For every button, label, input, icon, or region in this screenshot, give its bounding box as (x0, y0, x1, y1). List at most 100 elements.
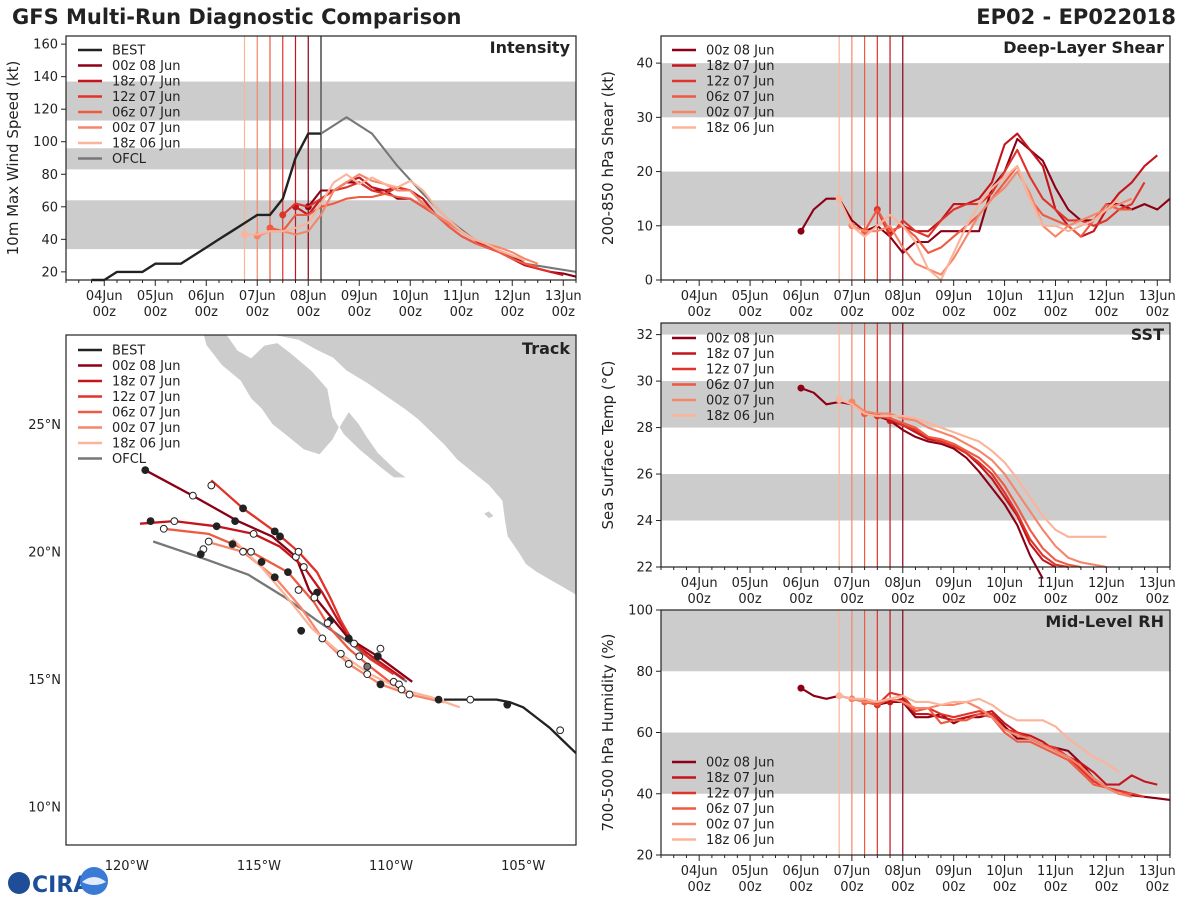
intensity-xtick-hour: 00z (93, 305, 117, 320)
shear-series-18z-07-jun (889, 132, 1158, 238)
land-polygon-0 (202, 335, 409, 479)
shear-xtick-hour: 00z (993, 305, 1017, 320)
track-point-11 (276, 532, 284, 541)
sst-xtick-hour: 00z (942, 592, 966, 607)
sst-series-12z-07-jun (877, 414, 1069, 569)
sst-xtick-day: 13Jun (1139, 576, 1176, 591)
rh-series-06z-07-jun (864, 697, 1132, 795)
rh-xtick-hour: 00z (891, 880, 915, 895)
rh-xtick-label: 08Jun 00z (884, 864, 921, 895)
sst-xtick-label: 04Jun 00z (681, 576, 718, 607)
rh-legend-label-12z-07-jun: 12z 07 Jun (706, 787, 775, 802)
track-ytick-label: 25°N (28, 418, 61, 433)
intensity-xtick-label: 07Jun 00z (239, 289, 276, 320)
sst-xtick-label: 08Jun 00z (884, 576, 921, 607)
rh-xtick-label: 10Jun 00z (986, 864, 1023, 895)
track-legend-label-ofcl: OFCL (112, 452, 147, 467)
intensity-xtick-day: 04Jun (86, 289, 123, 304)
intensity-ytick-label: 60 (41, 200, 58, 215)
track-point-42 (397, 685, 406, 694)
sst-xtick-day: 04Jun (681, 576, 718, 591)
rh-ytick-label: 80 (636, 665, 653, 680)
intensity-ylabel: 10m Max Wind Speed (kt) (4, 61, 22, 256)
sst-xtick-label: 07Jun 00z (833, 576, 870, 607)
track-point-16 (350, 639, 358, 648)
sst-band-2 (661, 323, 1170, 335)
shear-xtick-hour: 00z (738, 305, 762, 320)
rh-ytick-label: 100 (628, 604, 653, 619)
sst-xtick-label: 09Jun 00z (935, 576, 972, 607)
intensity-legend-label-00z-07-jun: 00z 07 Jun (112, 121, 181, 136)
rh-xtick-day: 09Jun (935, 864, 972, 879)
track-point-15 (373, 652, 382, 661)
intensity-legend-label-best: BEST (112, 44, 145, 59)
track-legend-label-18z-06-jun: 18z 06 Jun (112, 437, 181, 452)
intensity-xtick-hour: 00z (246, 305, 270, 320)
track-point-23 (294, 547, 303, 556)
intensity-series-best (91, 132, 321, 282)
track-point-40 (239, 547, 247, 556)
track-series-00z-08-jun (144, 469, 413, 683)
rh-series-18z-06-jun (838, 694, 1120, 774)
track-series-best (443, 698, 576, 755)
sst-xtick-hour: 00z (993, 592, 1017, 607)
track-series-18z-06-jun (231, 538, 461, 709)
sst-legend-label-18z-07-jun: 18z 07 Jun (706, 347, 775, 362)
track-xtick-label: 105°W (501, 859, 545, 874)
track-xtick-label: 115°W (237, 859, 281, 874)
intensity-xtick-label: 09Jun 00z (341, 289, 378, 320)
track-xtick-label: 110°W (369, 859, 413, 874)
rh-legend-label-00z-07-jun: 00z 07 Jun (706, 818, 775, 833)
rh-xtick-label: 06Jun 00z (783, 864, 820, 895)
track-point-30 (284, 568, 292, 577)
sst-xtick-label: 06Jun 00z (783, 576, 820, 607)
sst-band-0 (661, 474, 1170, 521)
sst-title: SST (1131, 325, 1164, 344)
intensity-series-18z-06-jun (244, 173, 526, 262)
shear-series-00z-07-jun (851, 170, 1133, 276)
track-point-31 (247, 547, 255, 556)
sst-ytick-label: 28 (636, 421, 653, 436)
rh-xtick-hour: 00z (942, 880, 966, 895)
shear-xtick-label: 11Jun 00z (1037, 289, 1074, 320)
track-point-2 (466, 695, 475, 704)
rh-legend-label-18z-06-jun: 18z 06 Jun (706, 833, 775, 848)
shear-xtick-day: 05Jun (732, 289, 769, 304)
shear-xtick-label: 07Jun 00z (833, 289, 870, 320)
track-point-47 (228, 540, 237, 548)
rh-ytick-label: 60 (636, 726, 653, 741)
rh-xtick-hour: 00z (840, 880, 864, 895)
track-point-13 (188, 491, 197, 500)
sst-xtick-label: 05Jun 00z (732, 576, 769, 607)
sst-xtick-label: 12Jun 00z (1088, 576, 1125, 607)
rh-title: Mid-Level RH (1045, 612, 1164, 631)
track-point-24 (270, 527, 279, 536)
sst-xtick-label: 11Jun 00z (1037, 576, 1074, 607)
track-map (139, 335, 576, 755)
intensity-ytick-label: 20 (41, 265, 58, 280)
track-frame (65, 334, 577, 846)
rh-xtick-label: 12Jun 00z (1088, 864, 1125, 895)
rh-start-marker-18z-06-jun (835, 692, 843, 700)
sst-xtick-day: 05Jun (732, 576, 769, 591)
track-point-33 (159, 524, 168, 533)
rh-ytick-label: 20 (636, 849, 653, 864)
track-title: Track (522, 339, 570, 358)
track-point-6 (363, 662, 372, 671)
rh-xtick-day: 04Jun (681, 864, 718, 879)
rh-xtick-label: 07Jun 00z (833, 864, 870, 895)
intensity-xtick-day: 08Jun (290, 289, 327, 304)
intensity-xtick-day: 09Jun (341, 289, 378, 304)
track-legend-label-18z-07-jun: 18z 07 Jun (112, 375, 181, 390)
shear-legend-label-18z-06-jun: 18z 06 Jun (706, 121, 775, 136)
intensity-xtick-hour: 00z (501, 305, 525, 320)
sst-ytick-label: 30 (636, 375, 653, 390)
track-point-28 (355, 652, 364, 661)
shear-band-1 (661, 63, 1170, 118)
shear-xtick-day: 12Jun (1088, 289, 1125, 304)
intensity-xtick-hour: 00z (399, 305, 423, 320)
